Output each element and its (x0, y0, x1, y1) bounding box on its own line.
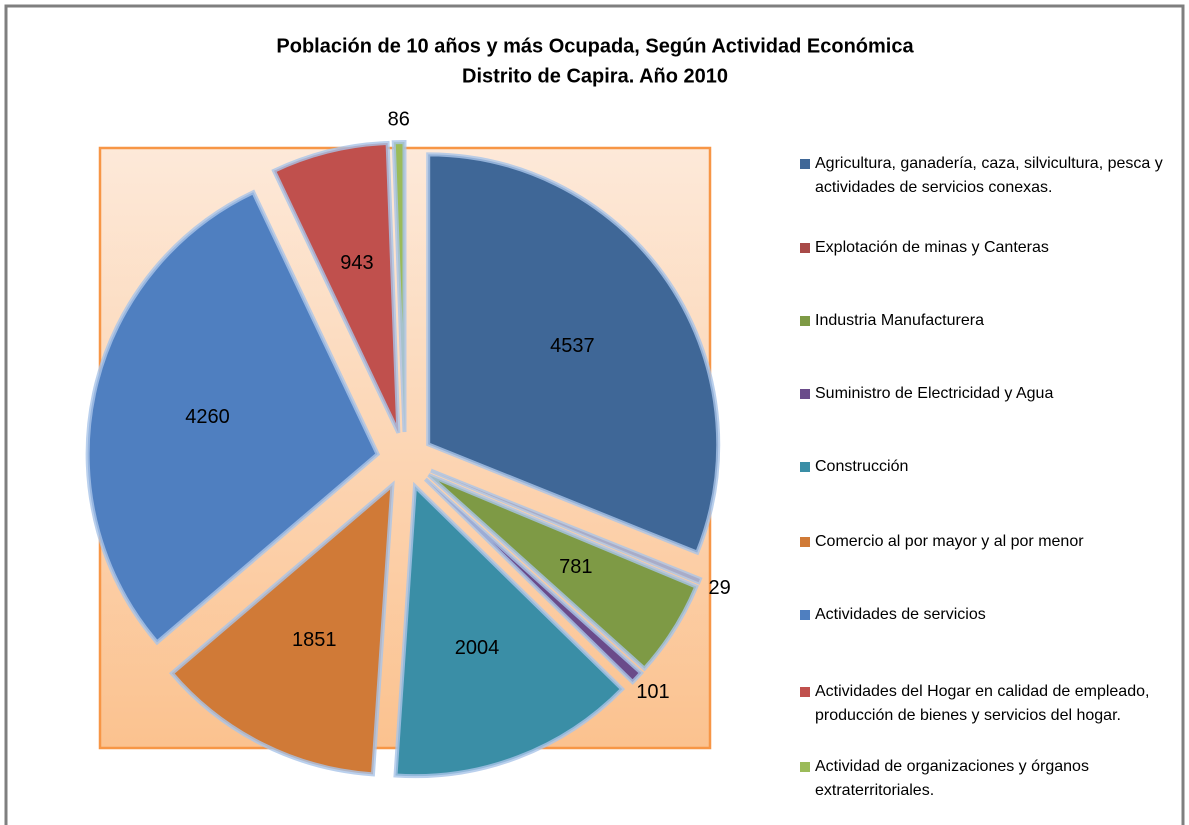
legend-item: Suministro de Electricidad y Agua (800, 382, 1175, 406)
legend-item: Agricultura, ganadería, caza, silvicultu… (800, 152, 1175, 200)
legend-swatch (800, 159, 810, 169)
pie-slice (169, 480, 395, 777)
legend-item: Construcción (800, 455, 1175, 479)
legend-label: Industria Manufacturera (815, 312, 984, 329)
data-label: 29 (708, 577, 730, 599)
data-label: 4260 (185, 406, 230, 428)
legend-swatch (800, 243, 810, 253)
data-label: 2004 (455, 637, 500, 659)
data-label: 101 (636, 681, 669, 703)
legend-label: Actividades de servicios (815, 606, 986, 623)
pie-slice (393, 481, 625, 779)
pie-slice (271, 140, 401, 434)
legend-label: Comercio al por mayor y al por menor (815, 533, 1084, 550)
pie-slice (427, 473, 699, 672)
legend-item: Actividad de organizaciones y órganos ex… (800, 755, 1175, 803)
legend-label: Actividad de organizaciones y órganos ex… (815, 758, 1089, 799)
legend-label: Actividades del Hogar en calidad de empl… (815, 683, 1150, 724)
chart-title: Población de 10 años y más Ocupada, Segú… (276, 35, 914, 57)
legend-item: Comercio al por mayor y al por menor (800, 530, 1175, 554)
data-label: 4537 (550, 335, 595, 357)
pie-slice (424, 477, 645, 685)
legend-item: Actividades del Hogar en calidad de empl… (800, 680, 1175, 728)
legend-label: Suministro de Electricidad y Agua (815, 385, 1054, 402)
pie: 4537 29 781 101 2004 1851 4260 943 86 (85, 108, 731, 779)
data-label: 1851 (292, 629, 337, 651)
legend-swatch (800, 610, 810, 620)
legend-item: Explotación de minas y Canteras (800, 236, 1175, 260)
legend-swatch (800, 316, 810, 326)
legend-swatch (800, 762, 810, 772)
legend-swatch (800, 687, 810, 697)
data-label: 781 (559, 556, 592, 578)
legend-label: Construcción (815, 458, 909, 475)
pie-slice (391, 140, 407, 433)
legend-label: Agricultura, ganadería, caza, silvicultu… (815, 155, 1163, 196)
legend-item: Industria Manufacturera (800, 309, 1175, 333)
legend-item: Actividades de servicios (800, 603, 1175, 627)
legend-swatch (800, 537, 810, 547)
pie-slice (85, 189, 381, 646)
data-label: 943 (340, 252, 373, 274)
data-label: 86 (388, 108, 410, 130)
legend-swatch (800, 462, 810, 472)
pie-slice (426, 152, 721, 556)
legend-label: Explotación de minas y Canteras (815, 239, 1049, 256)
chart-subtitle: Distrito de Capira. Año 2010 (462, 65, 728, 87)
pie-slice (430, 468, 703, 585)
legend-swatch (800, 389, 810, 399)
